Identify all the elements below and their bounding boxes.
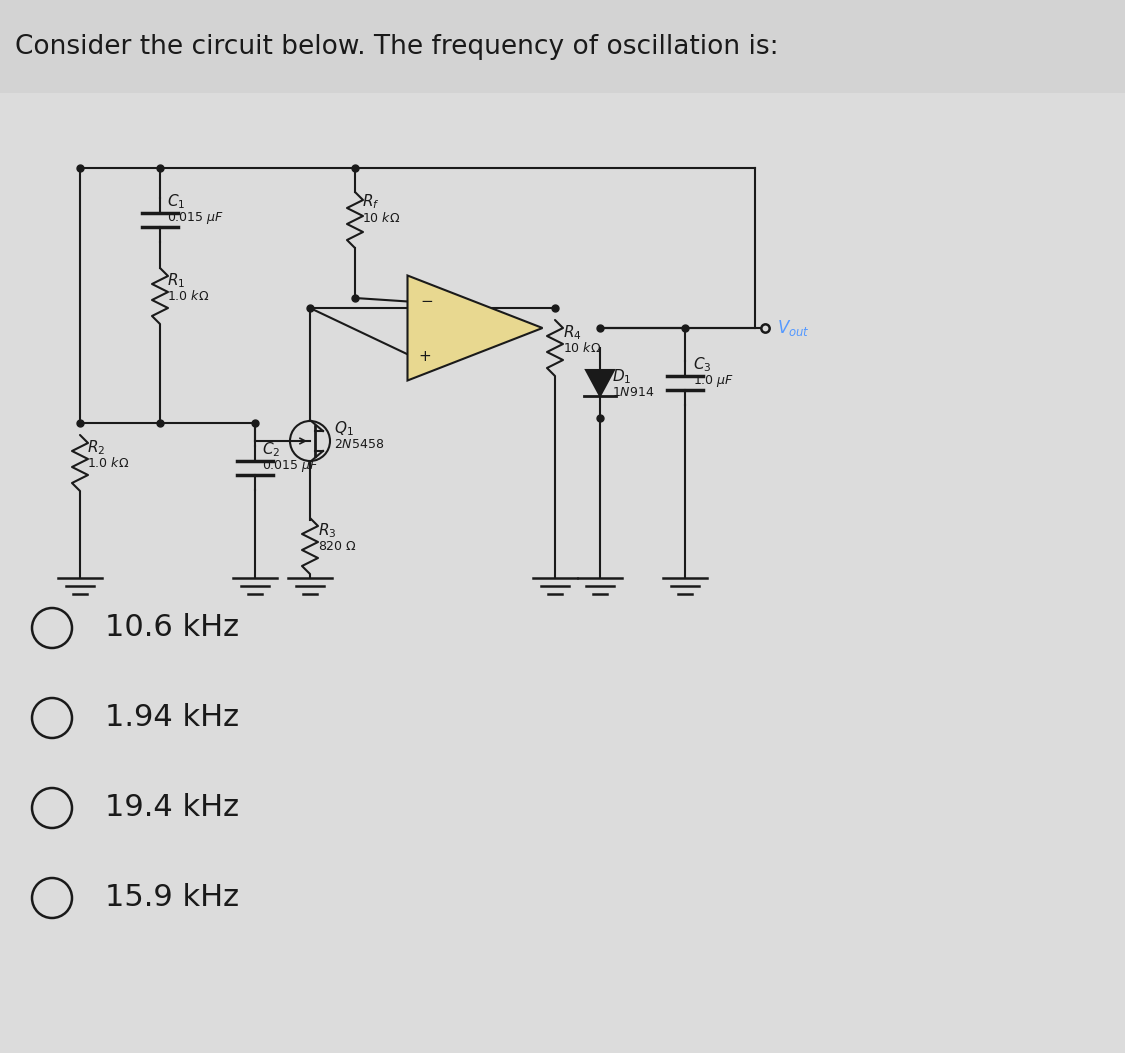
Text: $0.015\ \mu F$: $0.015\ \mu F$ xyxy=(262,458,319,474)
Text: $D_1$: $D_1$ xyxy=(612,367,631,386)
Text: $10\ k\Omega$: $10\ k\Omega$ xyxy=(362,211,400,225)
Text: $0.015\ \mu F$: $0.015\ \mu F$ xyxy=(166,210,224,226)
Text: $1N914$: $1N914$ xyxy=(612,386,655,399)
Text: $-$: $-$ xyxy=(420,293,433,307)
Polygon shape xyxy=(586,370,614,396)
Text: 1.94 kHz: 1.94 kHz xyxy=(105,703,238,733)
Text: $1.0\ k\Omega$: $1.0\ k\Omega$ xyxy=(166,289,209,303)
Text: $1.0\ k\Omega$: $1.0\ k\Omega$ xyxy=(87,456,129,470)
Text: $R_4$: $R_4$ xyxy=(562,323,582,342)
Text: $R_3$: $R_3$ xyxy=(318,521,336,540)
Text: Consider the circuit below. The frequency of oscillation is:: Consider the circuit below. The frequenc… xyxy=(15,34,778,60)
Text: $R_1$: $R_1$ xyxy=(166,272,186,291)
Text: $+$: $+$ xyxy=(417,349,431,363)
Text: $Q_1$: $Q_1$ xyxy=(334,420,353,438)
Text: $R_f$: $R_f$ xyxy=(362,193,379,212)
Text: $10\ k\Omega$: $10\ k\Omega$ xyxy=(562,341,602,355)
Polygon shape xyxy=(407,276,542,380)
Text: $820\ \Omega$: $820\ \Omega$ xyxy=(318,539,357,553)
Text: $C_1$: $C_1$ xyxy=(166,193,186,212)
Text: 15.9 kHz: 15.9 kHz xyxy=(105,883,238,913)
Text: 10.6 kHz: 10.6 kHz xyxy=(105,614,238,642)
Text: $V_{out}$: $V_{out}$ xyxy=(777,318,810,338)
Text: $C_2$: $C_2$ xyxy=(262,440,280,459)
FancyBboxPatch shape xyxy=(0,0,1125,93)
Text: 19.4 kHz: 19.4 kHz xyxy=(105,794,238,822)
Text: $C_3$: $C_3$ xyxy=(693,356,711,375)
Text: $R_2$: $R_2$ xyxy=(87,439,106,457)
Text: $1.0\ \mu F$: $1.0\ \mu F$ xyxy=(693,373,735,389)
Text: $2N5458$: $2N5458$ xyxy=(334,438,385,452)
